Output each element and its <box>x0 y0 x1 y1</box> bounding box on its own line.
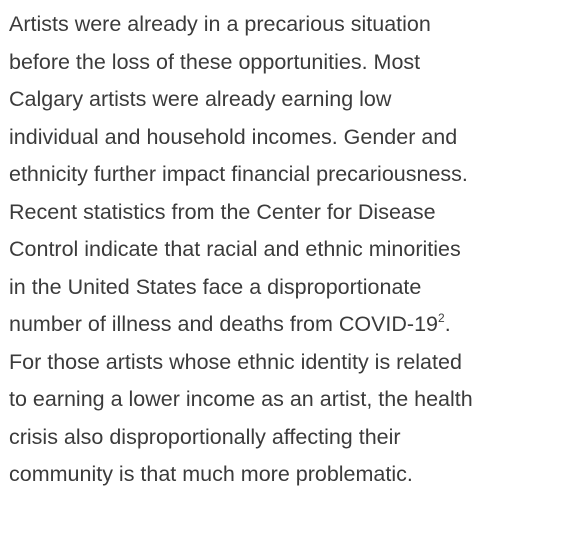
text: number of illness and deaths from COVID-… <box>9 312 439 336</box>
text-line: before the loss of these opportunities. … <box>9 49 421 74</box>
text-line: community is that much more problematic. <box>9 462 413 486</box>
text-line: Recent statistics from the Center for Di… <box>9 199 436 224</box>
text-line: Artists were already in a precarious sit… <box>9 12 431 36</box>
text-line: Control indicate that racial and ethnic … <box>9 237 461 261</box>
text-line: For those artists whose ethnic identity … <box>9 349 462 374</box>
text-line: Calgary artists were already earning low <box>9 87 392 111</box>
footnote-ref: 2 <box>438 311 445 325</box>
text: . <box>444 312 451 336</box>
text-line: to earning a lower income as an artist, … <box>9 387 473 411</box>
text-line: in the United States face a disproportio… <box>9 274 422 299</box>
text-line: number of illness and deaths from COVID-… <box>9 306 578 344</box>
text-line: ethnicity further impact financial preca… <box>9 162 468 186</box>
text-line: individual and household incomes. Gender… <box>9 124 458 149</box>
text-line: crisis also disproportionally affecting … <box>9 424 401 449</box>
